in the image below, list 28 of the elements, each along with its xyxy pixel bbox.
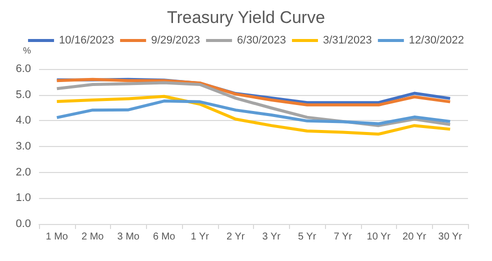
legend-label: 12/30/2022 bbox=[408, 34, 464, 46]
x-tick-label: 2 Mo bbox=[82, 232, 104, 242]
line-series bbox=[55, 100, 452, 126]
legend-label: 10/16/2023 bbox=[59, 34, 114, 46]
x-tick-label: 3 Mo bbox=[117, 232, 140, 242]
x-tick-label: 1 Yr bbox=[190, 232, 210, 242]
x-tick-label: 20 Yr bbox=[402, 232, 427, 242]
x-tick-label: 30 Yr bbox=[438, 232, 463, 242]
x-tick-label: 10 Yr bbox=[366, 232, 392, 242]
x-tick-label: 7 Yr bbox=[334, 232, 353, 242]
legend-label: 6/30/2023 bbox=[237, 34, 286, 46]
y-tick-label: 5.0 bbox=[16, 88, 31, 101]
x-tick-label: 2 Yr bbox=[226, 232, 246, 242]
x-tick-label: 6 Mo bbox=[153, 232, 176, 242]
x-tick-label: 3 Yr bbox=[262, 232, 282, 242]
y-tick-label: 3.0 bbox=[16, 140, 31, 152]
x-tick-label: 1 Mo bbox=[46, 232, 68, 242]
legend-label: 9/29/2023 bbox=[151, 34, 200, 46]
line-series bbox=[55, 94, 452, 136]
y-tick-label: 1.0 bbox=[16, 192, 31, 204]
y-tick-label: 6.0 bbox=[16, 63, 31, 75]
x-tick-label: 5 Yr bbox=[298, 232, 317, 242]
y-tick-label: 4.0 bbox=[16, 114, 31, 127]
legend-label: 3/31/2023 bbox=[322, 34, 372, 46]
chart-title: Treasury Yield Curve bbox=[166, 8, 326, 27]
y-tick-label: 2.0 bbox=[16, 166, 31, 178]
y-tick-label: 0.0 bbox=[16, 218, 31, 230]
y-axis-title: % bbox=[22, 46, 31, 56]
